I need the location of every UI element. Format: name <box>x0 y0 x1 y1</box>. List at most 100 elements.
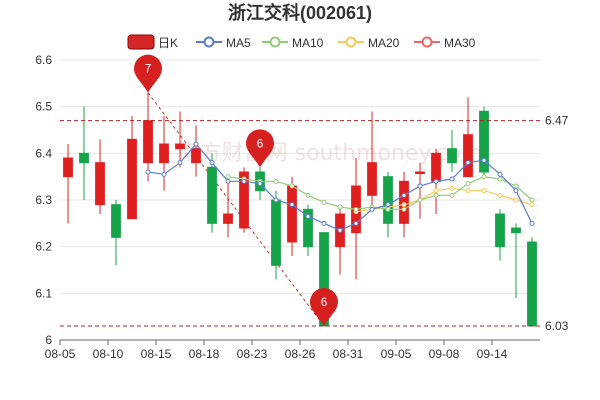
ma5-point <box>161 171 167 177</box>
candle-body <box>447 148 457 164</box>
ma20-line <box>355 187 533 213</box>
ma5-point <box>497 171 503 177</box>
x-tick-label: 08-15 <box>141 347 172 361</box>
y-tick-label: 6 <box>45 333 52 347</box>
ma5-point <box>449 176 455 182</box>
candle <box>495 209 505 261</box>
candle <box>367 111 377 205</box>
x-tick-label: 08-31 <box>333 347 364 361</box>
marker-shape <box>246 129 275 168</box>
ma5-point <box>225 178 231 184</box>
marker-shape <box>134 54 163 93</box>
ma5-point <box>145 169 151 175</box>
y-tick-label: 6.2 <box>35 240 52 254</box>
reference-line-label: 6.03 <box>545 319 569 333</box>
ma5-point <box>513 188 519 194</box>
ma10-point <box>481 174 487 180</box>
ma10-point <box>385 206 391 212</box>
candle <box>447 130 457 172</box>
ma5-point <box>177 160 183 166</box>
candle-body <box>79 152 89 164</box>
ma10-point <box>321 199 327 205</box>
marker-shape <box>310 288 338 326</box>
ma10-line <box>227 176 533 210</box>
x-axis: 08-05 08-10 08-15 08-18 08-23 08-26 08-31 09-05… <box>45 340 508 361</box>
candle <box>351 158 361 280</box>
ma20-point <box>529 202 535 208</box>
marker-pin: 7 <box>134 54 163 93</box>
candles <box>63 92 537 327</box>
candle-body <box>207 166 217 224</box>
candle-body <box>143 120 153 164</box>
markers: 7 6 6 <box>134 54 338 326</box>
x-tick-label: 09-14 <box>477 347 508 361</box>
ma10-point <box>225 174 231 180</box>
ma20-point <box>481 188 487 194</box>
candle-body <box>63 157 73 178</box>
ma20-point <box>497 192 503 198</box>
candle-body <box>527 241 537 327</box>
candle-body <box>223 213 233 224</box>
candle-body <box>431 152 441 182</box>
ma10-point <box>417 197 423 203</box>
marker-pin: 6 <box>310 288 338 326</box>
x-tick-label: 09-08 <box>429 347 460 361</box>
ma5-point <box>353 220 359 226</box>
ma20-point <box>433 188 439 194</box>
legend-swatch <box>127 34 155 50</box>
candle-body <box>175 143 185 150</box>
ma5-point <box>465 160 471 166</box>
guide-line <box>147 92 325 327</box>
ma5-point <box>289 202 295 208</box>
ma10-point <box>401 206 407 212</box>
candle <box>479 106 489 177</box>
x-tick-label: 08-18 <box>189 347 220 361</box>
candle <box>63 144 73 224</box>
ma10-point <box>449 192 455 198</box>
ma20-point <box>513 197 519 203</box>
chart-title: 浙江交科(002061) <box>228 2 372 23</box>
legend-swatch <box>203 36 215 48</box>
ma20-point <box>401 202 407 208</box>
ma10-point <box>353 206 359 212</box>
candle-body <box>511 227 521 234</box>
candle-body <box>415 171 425 174</box>
chart-legend: 日K MA5 MA10 MA20 MA30 <box>127 34 476 50</box>
candle-body <box>303 208 313 248</box>
candle-body <box>111 204 121 238</box>
y-tick-label: 6.6 <box>35 53 52 67</box>
candle <box>303 204 313 256</box>
ma5-point <box>337 227 343 233</box>
ma5-point <box>241 178 247 184</box>
candle <box>527 237 537 327</box>
candle <box>511 223 521 298</box>
ma5-point <box>385 202 391 208</box>
legend-label: MA20 <box>368 36 400 50</box>
x-tick-label: 09-05 <box>381 347 412 361</box>
marker-label: 6 <box>257 136 264 150</box>
ma10-point <box>513 183 519 189</box>
guide-lines <box>147 92 325 327</box>
ma5-point <box>193 141 199 147</box>
ma10-point <box>273 178 279 184</box>
reference-lines: 6.47 6.03 <box>60 114 569 333</box>
candle-body <box>95 162 105 206</box>
x-tick-label: 08-23 <box>237 347 268 361</box>
candle-body <box>239 171 249 229</box>
ma5-point <box>529 220 535 226</box>
ma10-point <box>529 197 535 203</box>
legend-label: MA10 <box>292 36 324 50</box>
legend-swatch <box>269 36 281 48</box>
ma5-point <box>321 220 327 226</box>
candle <box>143 92 153 182</box>
legend-label: MA30 <box>444 36 476 50</box>
marker-label: 7 <box>145 62 152 76</box>
ma5-point <box>417 183 423 189</box>
candle <box>335 209 345 275</box>
candle-body <box>287 185 297 243</box>
x-tick-label: 08-26 <box>285 347 316 361</box>
reference-line-label: 6.47 <box>545 114 569 128</box>
candle-body <box>159 143 169 164</box>
legend-swatch <box>345 36 357 48</box>
